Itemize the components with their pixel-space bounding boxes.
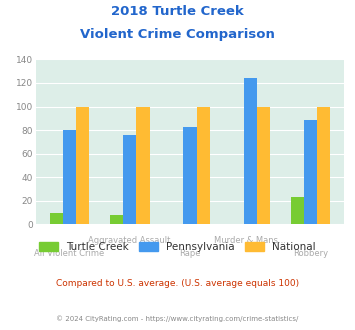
- Bar: [63, 130, 76, 224]
- Bar: [76, 107, 89, 224]
- Text: Murder & Mans...: Murder & Mans...: [214, 236, 286, 245]
- Bar: [244, 78, 257, 224]
- Bar: [257, 107, 270, 224]
- Bar: [50, 213, 63, 224]
- Bar: [123, 135, 136, 224]
- Bar: [110, 215, 123, 224]
- Bar: [304, 119, 317, 224]
- Bar: [197, 107, 210, 224]
- Text: Compared to U.S. average. (U.S. average equals 100): Compared to U.S. average. (U.S. average …: [56, 279, 299, 288]
- Bar: [183, 127, 197, 224]
- Bar: [136, 107, 149, 224]
- Text: 2018 Turtle Creek: 2018 Turtle Creek: [111, 5, 244, 18]
- Legend: Turtle Creek, Pennsylvania, National: Turtle Creek, Pennsylvania, National: [35, 238, 320, 256]
- Text: Aggravated Assault: Aggravated Assault: [88, 236, 171, 245]
- Text: Rape: Rape: [179, 249, 201, 258]
- Text: Robbery: Robbery: [293, 249, 328, 258]
- Text: © 2024 CityRating.com - https://www.cityrating.com/crime-statistics/: © 2024 CityRating.com - https://www.city…: [56, 315, 299, 322]
- Bar: [317, 107, 330, 224]
- Bar: [290, 197, 304, 224]
- Text: Violent Crime Comparison: Violent Crime Comparison: [80, 28, 275, 41]
- Text: All Violent Crime: All Violent Crime: [34, 249, 104, 258]
